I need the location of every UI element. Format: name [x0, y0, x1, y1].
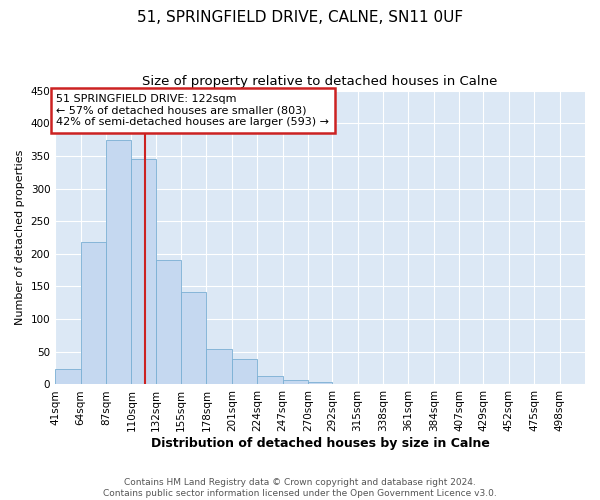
- Bar: [80, 242, 106, 384]
- Y-axis label: Number of detached properties: Number of detached properties: [15, 150, 25, 325]
- Text: 51 SPRINGFIELD DRIVE: 122sqm
← 57% of detached houses are smaller (803)
42% of s: 51 SPRINGFIELD DRIVE: 122sqm ← 57% of de…: [56, 94, 329, 127]
- X-axis label: Distribution of detached houses by size in Calne: Distribution of detached houses by size …: [151, 437, 490, 450]
- Title: Size of property relative to detached houses in Calne: Size of property relative to detached ho…: [142, 75, 498, 88]
- Bar: [283, 380, 308, 384]
- Bar: [206, 348, 232, 384]
- Text: Contains HM Land Registry data © Crown copyright and database right 2024.
Contai: Contains HM Land Registry data © Crown c…: [103, 478, 497, 498]
- Bar: [308, 382, 332, 384]
- Bar: [257, 376, 283, 384]
- Text: 51, SPRINGFIELD DRIVE, CALNE, SN11 0UF: 51, SPRINGFIELD DRIVE, CALNE, SN11 0UF: [137, 10, 463, 25]
- Bar: [131, 159, 155, 384]
- Bar: [155, 260, 181, 384]
- Bar: [55, 370, 80, 384]
- Bar: [232, 359, 257, 384]
- Bar: [106, 140, 131, 384]
- Bar: [181, 292, 206, 384]
